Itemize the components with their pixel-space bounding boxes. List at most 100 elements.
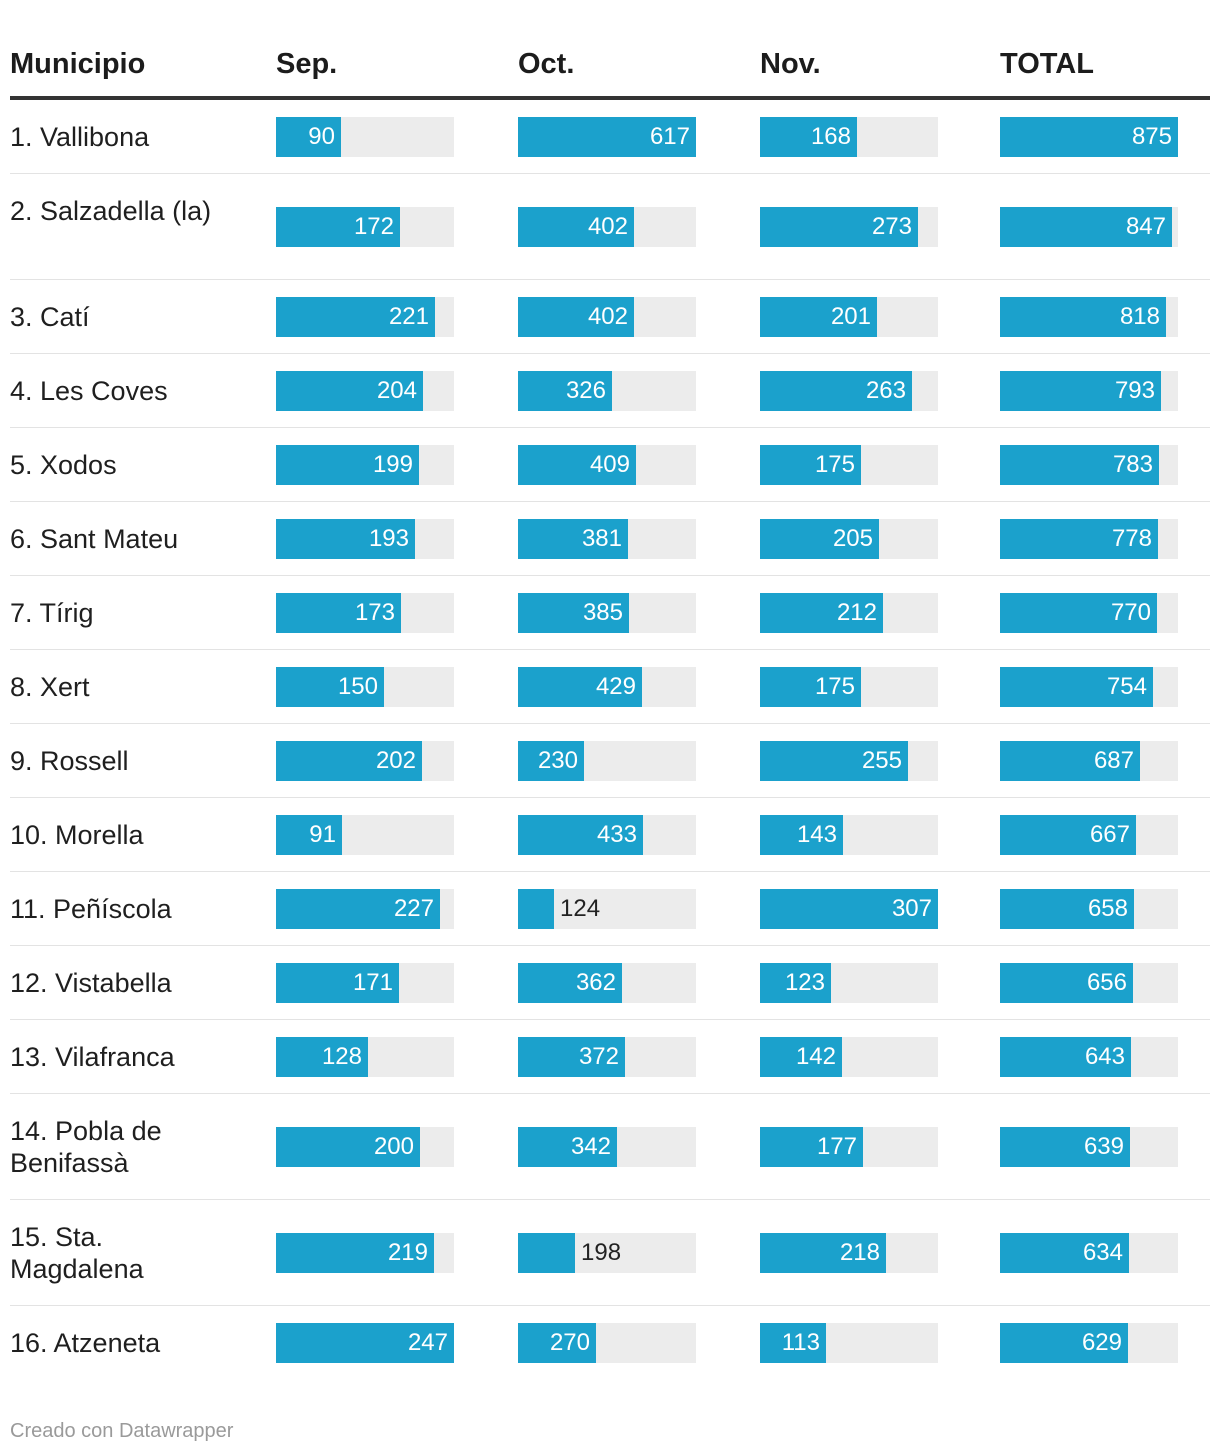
value-label-total: 658 [1087,895,1128,922]
bar-sep [276,667,384,707]
data-table: Municipio Sep. Oct. Nov. TOTAL 1. Vallib… [10,0,1210,1380]
value-label-total: 629 [1081,1329,1122,1356]
cell-oct: 230 [518,741,696,781]
cell-oct: 198 [518,1233,696,1273]
bar-sep [276,815,342,855]
value-label-total: 754 [1106,673,1147,700]
table-row: 7. Tírig 173 385 212 770 [10,576,1210,650]
cell-oct: 372 [518,1037,696,1077]
value-label-oct: 409 [589,451,630,478]
header-municipio[interactable]: Municipio [10,48,146,80]
value-label-total: 847 [1125,213,1166,240]
value-label-total: 818 [1119,303,1160,330]
bar-total [1000,445,1159,485]
value-label-nov: 201 [830,303,871,330]
bar-total [1000,963,1133,1003]
value-label-oct: 230 [537,747,578,774]
table-row: 12. Vistabella 171 362 123 656 [10,946,1210,1020]
value-label-sep: 150 [337,673,378,700]
value-label-sep: 247 [407,1329,448,1356]
bar-oct [518,371,612,411]
bar-nov [760,1323,826,1363]
cell-sep: 202 [276,741,454,781]
value-label-oct: 372 [578,1043,619,1070]
value-label-sep: 90 [308,123,335,150]
bar-oct [518,1037,625,1077]
row-municipio: 2. Salzadella (la) [10,196,212,226]
bar-oct [518,519,628,559]
bar-nov [760,667,861,707]
table-row: 13. Vilafranca 128 372 142 643 [10,1020,1210,1094]
bar-nov [760,1127,863,1167]
header-sep[interactable]: Sep. [276,48,338,80]
bar-oct [518,1233,575,1273]
value-label-total: 875 [1131,123,1172,150]
row-municipio: 10. Morella [10,820,144,850]
table-row: 11. Peñíscola 227 124 307 658 [10,872,1210,946]
value-label-total: 634 [1082,1239,1123,1266]
bar-total [1000,1323,1128,1363]
cell-total: 634 [1000,1233,1178,1273]
value-label-nov: 168 [810,123,851,150]
cell-sep: 128 [276,1037,454,1077]
value-label-oct: 124 [560,895,601,922]
value-label-nov: 177 [816,1133,857,1160]
cell-sep: 173 [276,593,454,633]
cell-nov: 212 [760,593,938,633]
bar-nov [760,593,883,633]
cell-total: 629 [1000,1323,1178,1363]
value-label-nov: 205 [832,525,873,552]
value-label-oct: 617 [649,123,690,150]
cell-sep: 91 [276,815,454,855]
bar-total [1000,1127,1130,1167]
cell-sep: 204 [276,371,454,411]
table-row: 15. Sta. Magdalena 219 198 218 634 [10,1200,1210,1306]
cell-oct: 326 [518,371,696,411]
bar-sep [276,297,435,337]
value-label-nov: 143 [796,821,837,848]
value-label-nov: 263 [865,377,906,404]
row-municipio: 9. Rossell [10,746,129,776]
bar-oct [518,963,622,1003]
row-municipio: 6. Sant Mateu [10,524,179,554]
bar-nov [760,741,908,781]
value-label-oct: 402 [587,303,628,330]
bar-sep [276,519,415,559]
cell-oct: 617 [518,117,696,157]
cell-oct: 429 [518,667,696,707]
value-label-oct: 381 [581,525,622,552]
table-row: 14. Pobla de Benifassà 200 342 177 639 [10,1094,1210,1200]
table-row: 8. Xert 150 429 175 754 [10,650,1210,724]
value-label-sep: 91 [309,821,336,848]
bar-total [1000,815,1136,855]
cell-sep: 199 [276,445,454,485]
bar-nov [760,207,918,247]
cell-total: 783 [1000,445,1178,485]
cell-total: 687 [1000,741,1178,781]
cell-oct: 402 [518,297,696,337]
value-label-sep: 204 [376,377,417,404]
header-total[interactable]: TOTAL [1000,48,1094,80]
header-nov[interactable]: Nov. [760,48,821,80]
value-label-nov: 273 [871,213,912,240]
value-label-total: 656 [1086,969,1127,996]
cell-total: 847 [1000,207,1178,247]
bar-sep [276,593,401,633]
cell-total: 875 [1000,117,1178,157]
cell-nov: 123 [760,963,938,1003]
row-municipio: 15. Sta. Magdalena [10,1222,144,1284]
row-municipio: 12. Vistabella [10,968,172,998]
header-oct[interactable]: Oct. [518,48,575,80]
bar-sep [276,1127,420,1167]
cell-nov: 143 [760,815,938,855]
value-label-nov: 123 [784,969,825,996]
cell-sep: 219 [276,1233,454,1273]
cell-total: 639 [1000,1127,1178,1167]
cell-nov: 255 [760,741,938,781]
bar-total [1000,519,1158,559]
cell-sep: 227 [276,889,454,929]
bar-nov [760,117,857,157]
value-label-nov: 142 [795,1043,836,1070]
cell-nov: 307 [760,889,938,929]
table-header: Municipio Sep. Oct. Nov. TOTAL [10,0,1210,100]
